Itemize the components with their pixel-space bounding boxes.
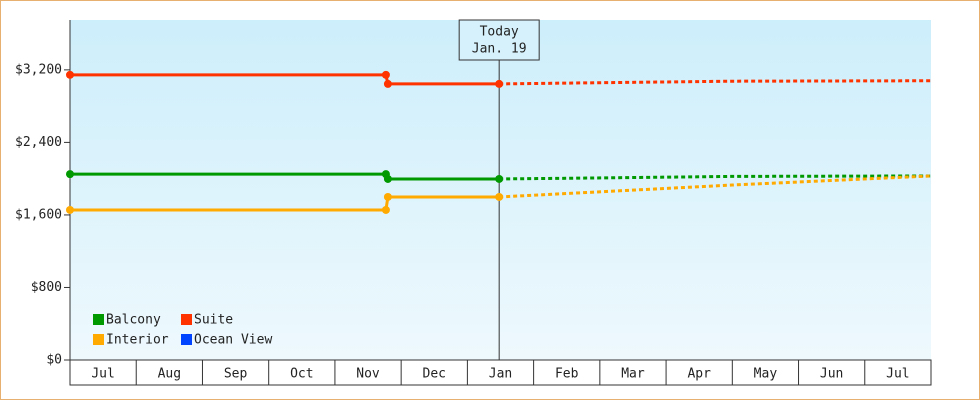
series-line [70,195,500,212]
legend-label: Balcony [106,313,161,328]
y-tick-label: $1,600 [15,207,62,222]
today-box [458,19,540,61]
x-tick-label: Jul [91,367,114,382]
x-tick-label: Aug [158,367,181,382]
x-tick-label: Apr [687,367,711,382]
today-date: Jan. 19 [472,42,527,57]
point [383,79,392,88]
x-axis-box [69,359,932,386]
point [66,70,74,79]
x-tick-label: May [754,367,778,382]
y-tick-label: $3,200 [15,62,62,77]
legend-label: Suite [194,313,233,328]
series-line [70,73,500,86]
forecast-line [499,174,932,199]
x-tick-label: Feb [555,367,579,382]
x-tick-label: Jan [489,367,512,382]
x-tick-label: Mar [621,367,645,382]
point [383,174,392,183]
forecast-line [499,79,932,86]
point [66,170,74,179]
x-tick-label: Sep [224,367,248,382]
point [66,205,74,214]
point [495,192,504,201]
y-tick-label: $0 [46,353,62,368]
y-tick-label: $2,400 [15,135,62,150]
legend-swatch [181,314,192,325]
x-tick-label: Nov [356,367,380,382]
plot-area [70,20,931,360]
y-tick-label: $800 [31,280,62,295]
point [381,205,390,214]
today-label: Today [480,25,519,40]
point [495,174,504,183]
point [495,79,504,88]
point [381,70,390,79]
x-tick-label: Oct [290,367,313,382]
forecast-line [499,174,932,181]
legend-swatch [181,334,192,345]
legend-swatch [93,314,104,325]
point [383,192,392,201]
x-tick-label: Jul [886,367,909,382]
legend-label: Ocean View [194,333,272,348]
legend-label: Interior [106,333,169,348]
legend-swatch [93,334,104,345]
x-tick-label: Dec [423,367,446,382]
x-tick-label: Jun [820,367,843,382]
